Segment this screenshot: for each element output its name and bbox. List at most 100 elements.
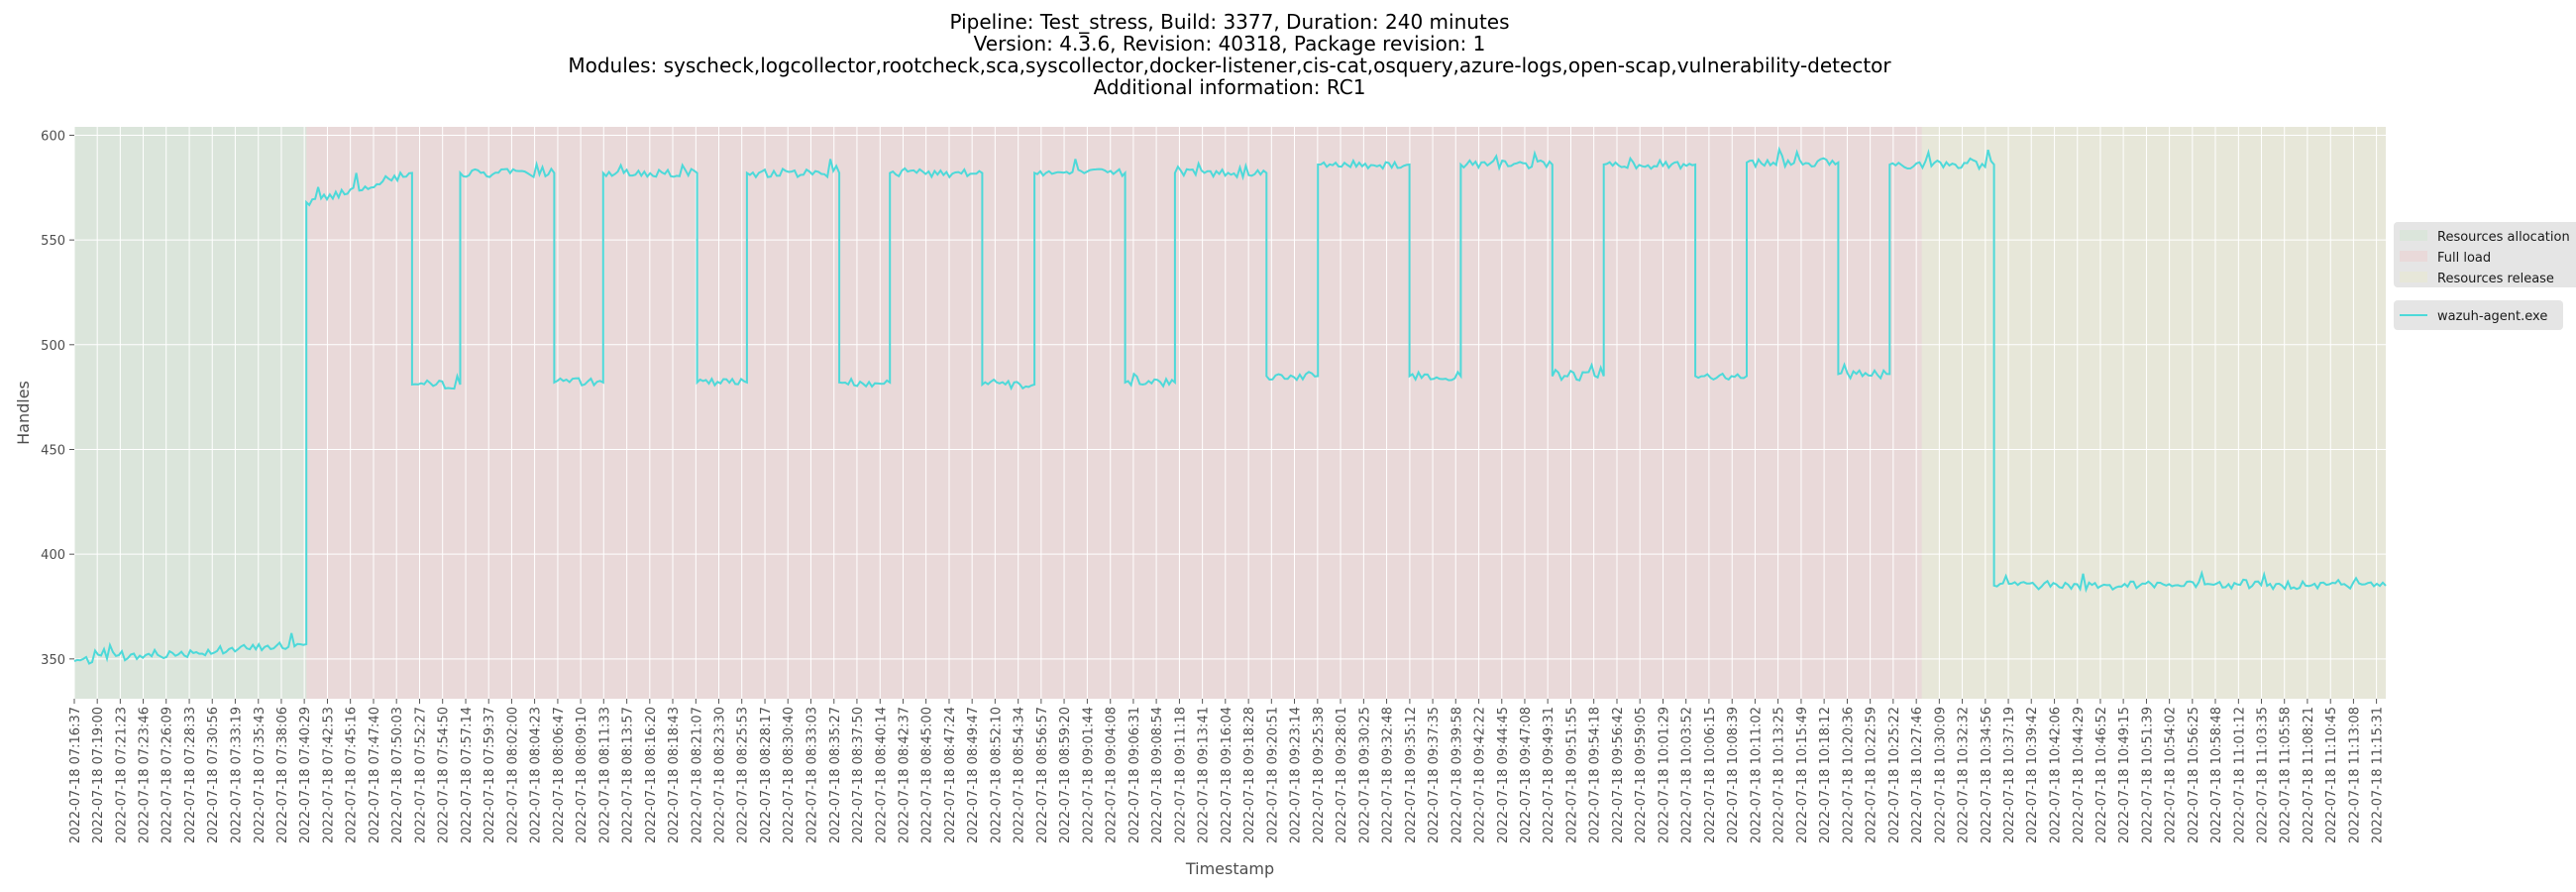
y-tick-label: 550 <box>41 234 65 249</box>
series-line-0 <box>73 146 2387 665</box>
x-tick-label: 2022-07-18 07:30:56 <box>206 707 221 843</box>
x-tick-label: 2022-07-18 09:51:55 <box>1564 707 1579 843</box>
x-tick-label: 2022-07-18 07:57:14 <box>460 707 475 843</box>
legend-phase-swatch <box>2400 230 2427 241</box>
x-tick-label: 2022-07-18 11:01:12 <box>2232 707 2247 843</box>
x-tick-label: 2022-07-18 10:37:19 <box>2002 707 2017 843</box>
x-tick-label: 2022-07-18 07:21:23 <box>114 707 129 843</box>
x-tick-label: 2022-07-18 08:06:47 <box>552 707 567 843</box>
legend-series-label: wazuh-agent.exe <box>2437 309 2547 324</box>
x-tick-label: 2022-07-18 11:05:58 <box>2279 707 2294 843</box>
x-tick-label: 2022-07-18 07:47:40 <box>368 707 382 843</box>
x-tick-label: 2022-07-18 07:38:06 <box>275 707 290 843</box>
x-tick-label: 2022-07-18 09:30:25 <box>1357 707 1372 843</box>
x-tick-label: 2022-07-18 09:23:14 <box>1289 707 1304 843</box>
x-tick-label: 2022-07-18 08:04:23 <box>529 707 544 843</box>
y-axis-label: Handles <box>14 381 33 445</box>
x-tick-label: 2022-07-18 08:40:14 <box>874 707 889 843</box>
phase-band-0 <box>74 127 307 699</box>
x-tick-label: 2022-07-18 08:56:57 <box>1035 707 1050 843</box>
y-tick-label: 500 <box>41 339 65 354</box>
x-tick-label: 2022-07-18 08:11:33 <box>597 707 612 843</box>
x-tick-label: 2022-07-18 10:25:22 <box>1887 707 1902 843</box>
x-tick-label: 2022-07-18 07:16:37 <box>68 707 83 843</box>
x-tick-label: 2022-07-18 10:32:32 <box>1957 707 1972 843</box>
x-tick-label: 2022-07-18 10:46:52 <box>2094 707 2109 843</box>
legend-phase-label: Resources release <box>2437 272 2554 286</box>
x-tick-label: 2022-07-18 09:56:42 <box>1611 707 1626 843</box>
x-tick-label: 2022-07-18 08:33:03 <box>805 707 819 843</box>
x-tick-label: 2022-07-18 07:23:46 <box>138 707 153 843</box>
x-tick-label: 2022-07-18 07:28:33 <box>183 707 198 843</box>
x-tick-label: 2022-07-18 10:54:02 <box>2164 707 2179 843</box>
x-tick-label: 2022-07-18 07:19:00 <box>91 707 106 843</box>
x-tick-label: 2022-07-18 08:16:20 <box>644 707 659 843</box>
x-tick-label: 2022-07-18 10:15:49 <box>1795 707 1810 843</box>
x-tick-label: 2022-07-18 09:25:38 <box>1312 707 1327 843</box>
series-layer <box>73 146 2387 665</box>
x-tick-label: 2022-07-18 08:09:10 <box>575 707 590 843</box>
x-tick-label: 2022-07-18 10:58:48 <box>2209 707 2224 843</box>
title-line-3: Modules: syscheck,logcollector,rootcheck… <box>568 54 1891 77</box>
legend-phase-label: Resources allocation <box>2437 230 2570 245</box>
x-tick-label: 2022-07-18 10:56:25 <box>2187 707 2201 843</box>
x-tick-label: 2022-07-18 09:01:44 <box>1081 707 1096 843</box>
x-tick-label: 2022-07-18 07:45:16 <box>345 707 360 843</box>
y-tick-label: 600 <box>41 129 65 144</box>
x-tick-label: 2022-07-18 07:33:19 <box>229 707 244 843</box>
x-axis: 2022-07-18 07:16:37 2022-07-18 07:19:00 20… <box>68 699 2386 843</box>
x-tick-label: 2022-07-18 10:01:29 <box>1658 707 1672 843</box>
chart-title: Pipeline: Test_stress, Build: 3377, Dura… <box>568 10 1891 99</box>
phase-band-1 <box>306 127 1922 699</box>
y-tick-label: 350 <box>41 653 65 668</box>
x-tick-label: 2022-07-18 10:34:56 <box>1980 707 1994 843</box>
x-tick-label: 2022-07-18 08:28:17 <box>759 707 774 843</box>
x-tick-label: 2022-07-18 08:35:27 <box>828 707 843 843</box>
x-tick-label: 2022-07-18 08:54:34 <box>1013 707 1027 843</box>
x-tick-label: 2022-07-18 10:13:25 <box>1772 707 1787 843</box>
x-tick-label: 2022-07-18 07:42:53 <box>321 707 336 843</box>
x-tick-label: 2022-07-18 07:40:29 <box>298 707 313 843</box>
x-tick-label: 2022-07-18 10:18:12 <box>1818 707 1833 843</box>
legend-phase-box <box>2394 222 2576 287</box>
x-tick-label: 2022-07-18 09:39:58 <box>1449 707 1464 843</box>
x-tick-label: 2022-07-18 08:47:24 <box>943 707 958 843</box>
x-tick-label: 2022-07-18 10:11:02 <box>1749 707 1764 843</box>
x-tick-label: 2022-07-18 10:51:39 <box>2140 707 2155 843</box>
x-tick-label: 2022-07-18 09:16:04 <box>1220 707 1234 843</box>
legend-series-box <box>2394 300 2563 330</box>
x-tick-label: 2022-07-18 09:44:45 <box>1496 707 1511 843</box>
x-tick-label: 2022-07-18 09:20:51 <box>1265 707 1280 843</box>
x-tick-label: 2022-07-18 08:45:00 <box>920 707 935 843</box>
x-tick-label: 2022-07-18 09:28:01 <box>1335 707 1349 843</box>
x-tick-label: 2022-07-18 08:42:37 <box>897 707 912 843</box>
x-tick-label: 2022-07-18 09:08:54 <box>1150 707 1165 843</box>
x-tick-label: 2022-07-18 10:44:29 <box>2072 707 2087 843</box>
x-tick-label: 2022-07-18 08:13:57 <box>621 707 636 843</box>
x-tick-label: 2022-07-18 10:20:36 <box>1841 707 1856 843</box>
x-tick-label: 2022-07-18 08:21:07 <box>690 707 704 843</box>
x-tick-label: 2022-07-18 09:04:08 <box>1105 707 1120 843</box>
title-line-2: Version: 4.3.6, Revision: 40318, Package… <box>974 32 1486 56</box>
x-tick-label: 2022-07-18 11:13:08 <box>2347 707 2362 843</box>
x-tick-label: 2022-07-18 09:11:18 <box>1173 707 1188 843</box>
x-tick-label: 2022-07-18 11:10:45 <box>2324 707 2339 843</box>
grid-lines <box>73 127 2386 699</box>
x-tick-label: 2022-07-18 09:18:28 <box>1242 707 1257 843</box>
x-tick-label: 2022-07-18 07:59:37 <box>483 707 497 843</box>
x-tick-label: 2022-07-18 08:25:53 <box>736 707 751 843</box>
x-tick-label: 2022-07-18 07:52:27 <box>414 707 429 843</box>
y-tick-label: 450 <box>41 443 65 458</box>
x-tick-label: 2022-07-18 10:22:59 <box>1865 707 1879 843</box>
x-tick-label: 2022-07-18 10:27:46 <box>1910 707 1925 843</box>
phase-band-2 <box>1921 127 2386 699</box>
x-tick-label: 2022-07-18 10:08:39 <box>1726 707 1741 843</box>
x-tick-label: 2022-07-18 10:42:06 <box>2049 707 2064 843</box>
x-tick-label: 2022-07-18 07:50:03 <box>390 707 405 843</box>
x-tick-label: 2022-07-18 08:49:47 <box>966 707 981 843</box>
x-tick-label: 2022-07-18 08:52:10 <box>989 707 1004 843</box>
x-tick-label: 2022-07-18 08:02:00 <box>505 707 520 843</box>
x-tick-label: 2022-07-18 07:26:09 <box>161 707 175 843</box>
x-tick-label: 2022-07-18 08:37:50 <box>851 707 866 843</box>
